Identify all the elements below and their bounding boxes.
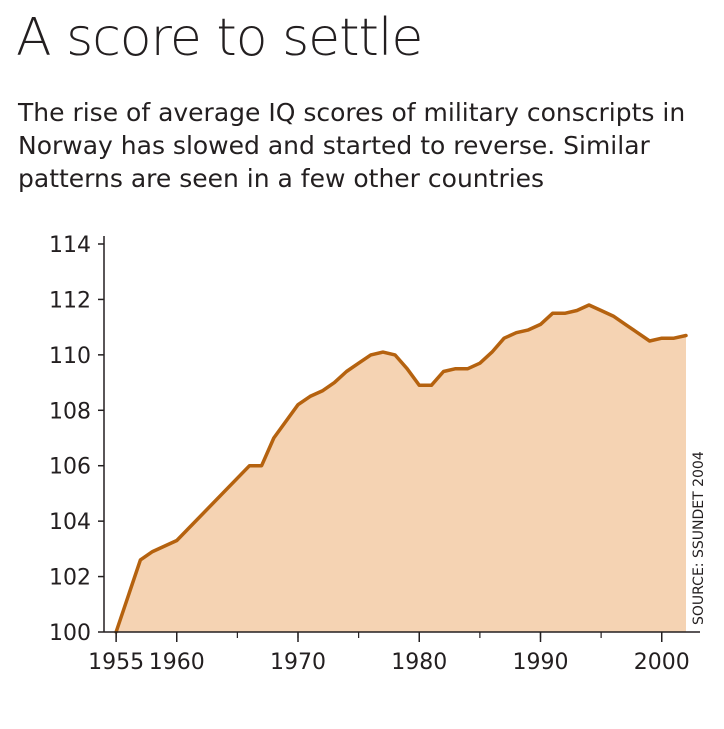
data-point-1968	[272, 436, 275, 440]
data-point-1990	[539, 323, 542, 326]
data-point-1986	[490, 350, 494, 354]
data-point-1985	[478, 362, 482, 365]
y-tick-label-104: 104	[49, 510, 91, 535]
data-point-1982	[442, 370, 445, 373]
data-point-1987	[502, 337, 506, 340]
data-point-2000	[660, 337, 663, 340]
data-point-1972	[321, 389, 324, 393]
data-point-1973	[333, 381, 336, 384]
data-point-1997	[624, 323, 627, 326]
y-tick-label-110: 110	[49, 344, 91, 369]
data-point-1980	[418, 384, 421, 387]
chart-subtitle: The rise of average IQ scores of militar…	[18, 98, 686, 193]
data-point-1967	[260, 464, 263, 467]
y-tick-label-114: 114	[49, 233, 91, 258]
data-point-1979	[405, 367, 409, 370]
area-fill	[116, 305, 687, 632]
data-point-1983	[454, 367, 457, 370]
data-point-1970	[296, 403, 300, 406]
data-point-2001	[672, 337, 676, 340]
x-tick-label-1955: 1955	[88, 650, 144, 675]
data-point-1958	[151, 550, 154, 553]
source-note: SOURCE: SSUNDET 2004	[691, 451, 707, 625]
data-point-1971	[308, 395, 312, 398]
plot-area	[114, 303, 688, 634]
y-tick-label-106: 106	[49, 455, 91, 480]
data-point-1957	[139, 558, 142, 562]
data-point-1989	[527, 328, 530, 332]
data-point-1993	[575, 309, 579, 312]
data-point-1994	[587, 303, 591, 307]
data-point-1976	[369, 353, 372, 357]
data-point-1984	[466, 367, 469, 370]
data-point-1999	[648, 339, 651, 343]
data-point-1977	[381, 350, 385, 354]
data-point-1974	[345, 370, 348, 373]
x-tick-label-1990: 1990	[513, 650, 569, 675]
y-tick-label-100: 100	[49, 621, 91, 646]
x-tick-label-1960: 1960	[149, 650, 205, 675]
data-point-1991	[551, 312, 554, 315]
y-tick-label-102: 102	[49, 566, 91, 591]
data-point-1978	[393, 353, 397, 357]
data-point-1996	[612, 314, 615, 318]
data-point-1995	[599, 309, 603, 312]
data-point-1981	[430, 384, 433, 387]
data-point-1992	[563, 312, 566, 315]
x-tick-label-1980: 1980	[391, 650, 447, 675]
axes: 100 102 104 106 108 110 112 114 1955 1960 1970 1980…	[49, 233, 700, 675]
chart-title: A score to settle	[16, 8, 423, 68]
y-tick-label-108: 108	[49, 399, 91, 424]
data-point-1988	[515, 331, 518, 334]
y-tick-label-112: 112	[49, 288, 91, 313]
data-point-1998	[636, 331, 639, 334]
data-point-2002	[684, 334, 688, 337]
data-point-1975	[357, 362, 360, 365]
x-tick-label-2000: 2000	[634, 650, 690, 675]
x-tick-label-1970: 1970	[270, 650, 326, 675]
data-point-1966	[248, 464, 251, 467]
data-point-1960	[175, 539, 178, 542]
series-line	[114, 303, 688, 634]
